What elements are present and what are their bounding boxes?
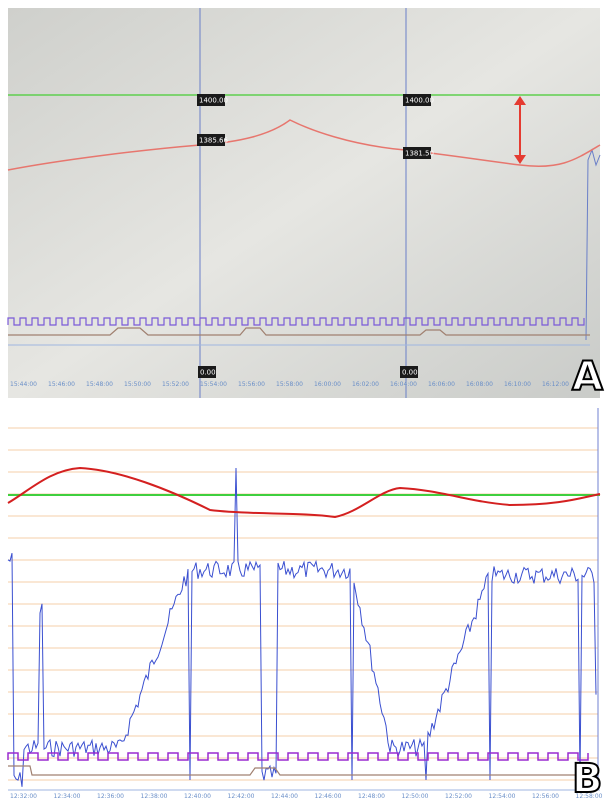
time-label: 16:06:00 [428,381,455,388]
value-tag: 0.00 [402,369,418,377]
time-label: 15:48:00 [86,381,113,388]
panel-label: A [572,354,603,400]
time-label: 12:54:00 [489,793,516,800]
time-label: 16:12:00 [542,381,569,388]
time-label: 12:40:00 [184,793,211,800]
figure: 1400.00 1385.66 1400.00 1381.50 0.00 0.00 15:4… [0,0,606,803]
value-tag: 1400.00 [199,97,228,105]
panel-label: B [572,756,603,802]
time-label: 15:54:00 [200,381,227,388]
time-label: 12:38:00 [141,793,168,800]
time-label: 16:00:00 [314,381,341,388]
time-label: 12:48:00 [358,793,385,800]
value-tag: 1400.00 [405,97,434,105]
time-label: 12:36:00 [97,793,124,800]
time-label: 15:46:00 [48,381,75,388]
time-label: 16:02:00 [352,381,379,388]
time-label: 12:52:00 [445,793,472,800]
time-label: 12:46:00 [315,793,342,800]
time-label: 16:04:00 [390,381,417,388]
photo-background [8,8,600,398]
time-label: 16:08:00 [466,381,493,388]
time-label: 15:56:00 [238,381,265,388]
time-label: 15:50:00 [124,381,151,388]
time-label: 12:56:00 [532,793,559,800]
panel-b: 12:32:00 12:34:00 12:36:00 12:38:00 12:40:00… [8,408,603,802]
panel-a: 1400.00 1385.66 1400.00 1381.50 0.00 0.00 15:4… [8,8,603,400]
value-tag: 0.00 [200,369,216,377]
value-tag: 1381.50 [405,150,434,158]
page: 1400.00 1385.66 1400.00 1381.50 0.00 0.00 15:4… [0,0,606,803]
time-label: 12:44:00 [271,793,298,800]
time-label: 12:34:00 [54,793,81,800]
time-label: 15:52:00 [162,381,189,388]
time-label: 16:10:00 [504,381,531,388]
time-label: 15:44:00 [10,381,37,388]
time-label: 15:58:00 [276,381,303,388]
time-label: 12:32:00 [10,793,37,800]
time-label: 12:42:00 [228,793,255,800]
value-tag: 1385.66 [199,137,228,145]
time-label: 12:50:00 [402,793,429,800]
